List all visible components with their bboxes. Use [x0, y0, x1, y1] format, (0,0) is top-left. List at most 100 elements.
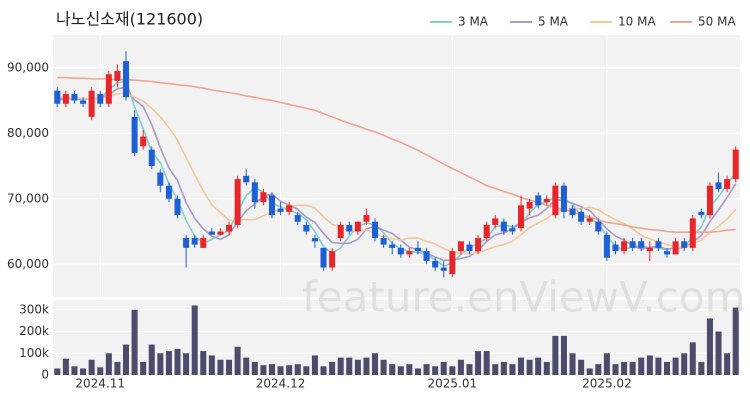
volume-bar: [457, 359, 464, 375]
candle-body: [715, 182, 722, 189]
candle-body: [518, 205, 525, 229]
volume-bar: [97, 367, 104, 375]
candle-body: [586, 218, 593, 222]
candle-body: [397, 247, 404, 255]
volume-bar: [294, 364, 301, 375]
volume-bar: [243, 357, 250, 375]
candle-body: [165, 185, 172, 199]
volume-bar: [311, 355, 318, 375]
candle-body: [191, 238, 198, 245]
volume-bar: [363, 357, 370, 375]
legend-label: 50 MA: [698, 15, 736, 29]
volume-bar: [277, 366, 284, 375]
volume-bar: [165, 351, 172, 375]
candle-body: [414, 247, 421, 252]
volume-bar: [724, 353, 731, 375]
y-tick-label: 200k: [19, 324, 49, 338]
volume-bar: [432, 366, 439, 375]
candle-body: [423, 251, 430, 261]
candle-body: [122, 61, 129, 98]
candle-body: [105, 74, 112, 104]
volume-bar: [732, 307, 739, 375]
volume-bar: [208, 355, 215, 375]
candle-body: [114, 71, 121, 81]
volume-bar: [320, 366, 327, 375]
candle-body: [406, 251, 413, 255]
candle-body: [389, 244, 396, 248]
volume-bar: [466, 364, 473, 375]
volume-bar: [414, 368, 421, 375]
volume-bar: [621, 361, 628, 375]
volume-bar: [122, 344, 129, 375]
legend-label: 5 MA: [538, 15, 569, 29]
x-tick-label: 2024.12: [256, 377, 306, 391]
volume-bar: [191, 305, 198, 375]
candle-body: [509, 228, 516, 232]
candle-body: [363, 215, 370, 222]
volume-bar: [251, 361, 258, 375]
volume-bar: [389, 364, 396, 375]
candle-body: [706, 185, 713, 216]
volume-bar: [148, 344, 155, 375]
candle-body: [217, 231, 224, 235]
volume-bar: [105, 353, 112, 375]
volume-bar: [706, 318, 713, 375]
candle-body: [698, 211, 705, 216]
volume-bar: [552, 335, 559, 375]
volume-bar: [509, 364, 516, 375]
volume-bar: [217, 359, 224, 375]
volume-bar: [260, 365, 267, 375]
candle-body: [140, 136, 147, 147]
y-tick-label: 60,000: [7, 257, 49, 271]
volume-bar: [226, 359, 233, 375]
y-tick-label: 90,000: [7, 60, 49, 74]
ma-line: [57, 76, 736, 233]
legend-label: 10 MA: [618, 15, 656, 29]
volume-bar: [200, 351, 207, 375]
volume-bar: [88, 359, 95, 375]
volume-bar: [569, 353, 576, 375]
candle-body: [492, 218, 499, 225]
volume-bar: [672, 357, 679, 375]
legend-label: 3 MA: [458, 15, 489, 29]
candle-body: [466, 244, 473, 252]
y-tick-label: 300k: [19, 302, 49, 316]
candle-body: [612, 244, 619, 252]
candle-body: [71, 93, 78, 101]
volume-bar: [329, 361, 336, 375]
candle-body: [475, 238, 482, 252]
volume-bar: [397, 366, 404, 375]
candle-body: [646, 247, 653, 252]
candle-body: [457, 241, 464, 252]
volume-bar: [543, 361, 550, 375]
candle-body: [183, 238, 190, 248]
candle-body: [346, 224, 353, 232]
candle-body: [54, 90, 61, 104]
ma-line: [57, 91, 737, 255]
chart-title: 나노신소재(121600): [56, 10, 203, 29]
volume-bar: [595, 364, 602, 375]
candle-body: [629, 241, 636, 248]
candle-body: [294, 215, 301, 222]
volume-bar: [578, 359, 585, 375]
candle-body: [595, 221, 602, 232]
candle-body: [672, 241, 679, 255]
y-tick-label: 100k: [19, 346, 49, 360]
x-tick-label: 2025.01: [428, 377, 478, 391]
candle-body: [62, 93, 69, 104]
candle-body: [689, 218, 696, 248]
candle-body: [578, 211, 585, 222]
candle-body: [80, 100, 87, 104]
volume-bar: [492, 364, 499, 375]
volume-bar: [638, 357, 645, 375]
candle-body: [320, 247, 327, 268]
volume-bar: [372, 353, 379, 375]
volume-bar: [234, 346, 241, 375]
volume-bar: [715, 331, 722, 375]
candle-body: [526, 202, 533, 209]
candle-body: [208, 231, 215, 235]
x-tick-label: 2024.11: [75, 377, 125, 391]
volume-bar: [483, 351, 490, 375]
candle-body: [311, 238, 318, 242]
candle-body: [552, 185, 559, 216]
